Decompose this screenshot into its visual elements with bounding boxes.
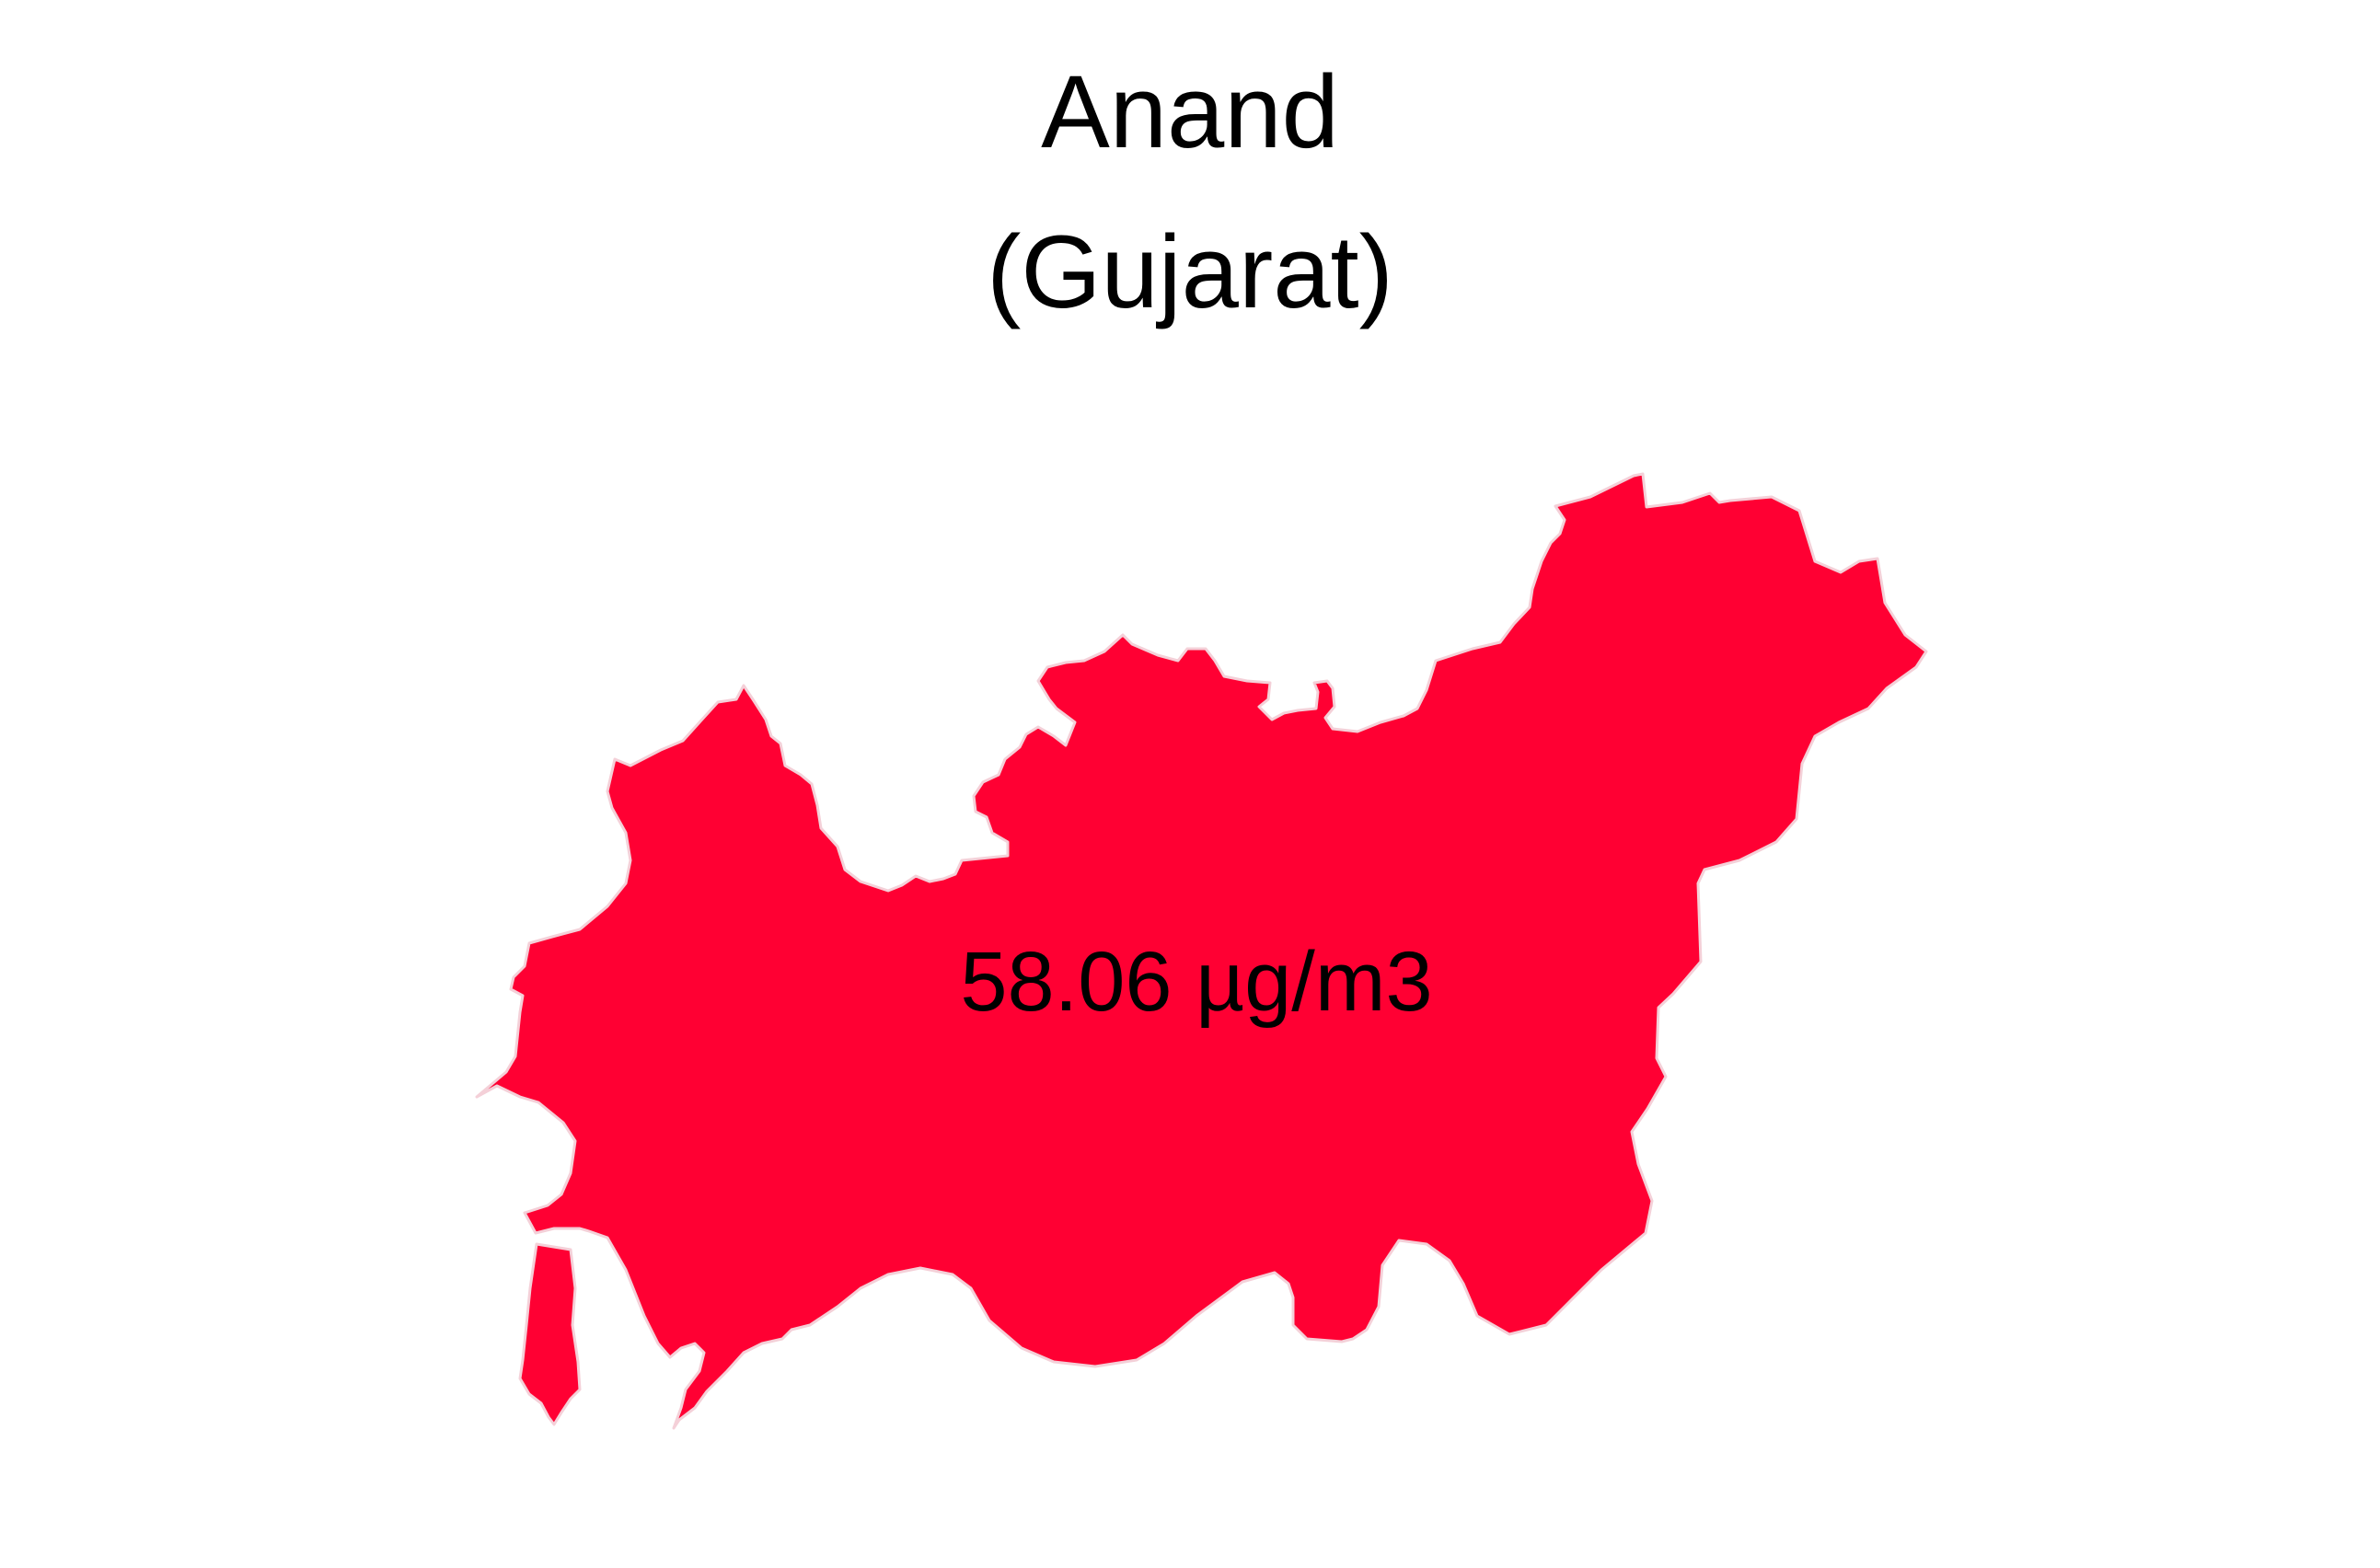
district-region-anand bbox=[475, 472, 1928, 1430]
pm25-value-label: 58.06 µg/m3 bbox=[960, 935, 1432, 1029]
state-name: (Gujarat) bbox=[987, 214, 1393, 329]
district-name: Anand bbox=[1041, 54, 1339, 169]
